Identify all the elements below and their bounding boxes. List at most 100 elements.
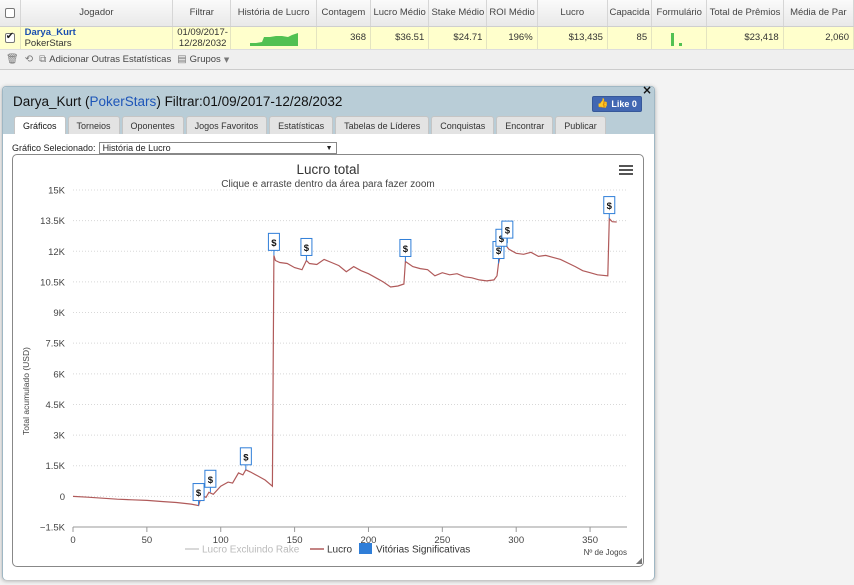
flag-label: $ <box>243 452 249 463</box>
y-tick-label: 12K <box>48 247 66 258</box>
facebook-like-label: Like 0 <box>611 99 637 109</box>
significant-win-flag: $ <box>501 220 514 244</box>
player-modal: Darya_Kurt (PokerStars) Filtrar:01/09/20… <box>2 83 655 580</box>
flag-box <box>267 232 280 251</box>
flag-box <box>603 196 616 215</box>
avg-profit-cell: $36.51 <box>370 26 430 49</box>
stats-panel: Jogador Filtrar História de Lucro Contag… <box>0 0 854 70</box>
flag-label: $ <box>499 234 505 245</box>
form-cell <box>651 26 708 49</box>
chart-container[interactable]: Lucro total Clique e arraste dentro da á… <box>12 154 644 567</box>
column-header[interactable]: Lucro Médio <box>370 0 430 27</box>
tab-estatisticas[interactable]: Estatísticas <box>269 116 334 134</box>
avg-roi-cell: 196% <box>486 26 538 49</box>
table-row[interactable]: Darya_Kurt PokerStars 01/09/2017- 12/28/… <box>0 26 854 49</box>
modal-title-site[interactable]: PokerStars <box>89 94 157 109</box>
external-link-icon: ⧉ <box>39 54 47 65</box>
chart-series <box>72 217 617 507</box>
legend-item-significant-wins[interactable]: Vitórias Significativas <box>359 543 470 556</box>
flag-label: $ <box>496 246 502 257</box>
column-header[interactable]: Stake Médio <box>428 0 488 27</box>
column-header[interactable]: Lucro <box>537 0 608 27</box>
player-site: PokerStars <box>24 37 72 49</box>
profit-chart[interactable]: Lucro total Clique e arraste dentro da á… <box>13 155 643 566</box>
tab-jogos-favoritos[interactable]: Jogos Favoritos <box>185 116 268 134</box>
flag-label: $ <box>196 488 202 499</box>
tab-conquistas[interactable]: Conquistas <box>431 116 495 134</box>
flag-box <box>204 469 217 488</box>
chart-selector-dropdown[interactable]: História de Lucro ▼ <box>98 142 337 154</box>
column-header[interactable]: Filtrar <box>172 0 232 27</box>
column-header[interactable]: Formulário <box>651 0 708 27</box>
trash-icon[interactable]: 🗑 <box>6 54 19 65</box>
column-header[interactable]: ROI Médio <box>486 0 538 27</box>
y-tick-label: 13.5K <box>40 216 65 227</box>
y-axis: −1.5K 0 1.5K 3K 4.5K 6K 7.5K 9K 10.5K 12K 13.5K 15K <box>40 186 66 534</box>
select-all-header[interactable] <box>0 0 21 27</box>
y-axis-title: Total acumulado (USD) <box>21 347 31 435</box>
select-all-checkbox[interactable] <box>4 7 15 18</box>
caret-down-icon: ▼ <box>223 55 230 64</box>
flag-box <box>192 483 205 502</box>
modal-tabs: Gráficos Torneios Oponentes Jogos Favori… <box>14 116 606 135</box>
y-tick-label: 6K <box>53 369 65 380</box>
add-stats-button[interactable]: ⧉ Adicionar Outras Estatísticas <box>39 54 171 65</box>
modal-header: Darya_Kurt (PokerStars) Filtrar:01/09/20… <box>3 83 654 135</box>
resize-grip-icon[interactable]: ◢ <box>635 556 642 565</box>
hamburger-menu-icon[interactable] <box>619 165 633 175</box>
player-name-link[interactable]: Darya_Kurt <box>24 26 76 38</box>
form-bar <box>679 42 683 46</box>
x-tick-label: 200 <box>361 535 377 546</box>
total-prizes-cell: $23,418 <box>706 26 784 49</box>
profit-line <box>72 217 617 507</box>
filter-cell: 01/09/2017- 12/28/2032 <box>172 26 232 49</box>
tab-graficos[interactable]: Gráficos <box>14 116 66 135</box>
significant-win-flag: $ <box>267 232 280 256</box>
chevron-down-icon: ▼ <box>325 144 333 152</box>
column-header[interactable]: Total de Prêmios <box>706 0 784 27</box>
avg-field-cell: 2,060 <box>783 26 854 49</box>
table-header-row: Jogador Filtrar História de Lucro Contag… <box>0 0 854 27</box>
profit-history-cell <box>230 26 317 49</box>
column-header[interactable]: Capacida <box>607 0 653 27</box>
x-tick-label: 0 <box>70 535 75 546</box>
x-tick-label: 150 <box>287 535 303 546</box>
tab-encontrar[interactable]: Encontrar <box>496 116 554 134</box>
row-checkbox[interactable] <box>4 31 15 43</box>
legend-item-profit[interactable]: Lucro <box>310 545 352 556</box>
x-tick-label: 100 <box>213 535 229 546</box>
groups-dropdown[interactable]: ▤ Grupos ▼ <box>177 54 229 65</box>
y-tick-label: 1.5K <box>45 461 65 472</box>
chart-grid <box>73 189 627 528</box>
form-bar <box>671 32 675 46</box>
chart-flags: $$$$ $ $ $$$$ <box>192 196 616 506</box>
facebook-like-button[interactable]: 👍 Like 0 <box>592 96 642 112</box>
column-header[interactable]: Jogador <box>20 0 174 27</box>
row-select-cell[interactable] <box>0 26 21 49</box>
modal-title-filter: Filtrar:01/09/2017-12/28/2032 <box>164 94 343 109</box>
tab-tabelas-de-lideres[interactable]: Tabelas de Líderes <box>335 116 430 134</box>
significant-win-flag: $ <box>204 469 217 493</box>
tab-oponentes[interactable]: Oponentes <box>121 116 184 134</box>
x-axis: 0 50 100 150 200 250 300 350 <box>70 526 627 546</box>
column-header[interactable]: Contagem <box>316 0 372 27</box>
x-tick-label: 50 <box>142 535 153 546</box>
legend-item-rake[interactable]: Lucro Excluindo Rake <box>185 545 300 556</box>
close-icon[interactable]: × <box>641 83 652 97</box>
add-stats-label: Adicionar Outras Estatísticas <box>49 54 172 65</box>
column-header[interactable]: História de Lucro <box>230 0 317 27</box>
modal-title: Darya_Kurt (PokerStars) Filtrar:01/09/20… <box>13 94 343 109</box>
column-header[interactable]: Média de Par <box>783 0 854 27</box>
groups-label: Grupos <box>189 54 221 65</box>
table-toolbar: 🗑 ⟲ ⧉ Adicionar Outras Estatísticas ▤ Gr… <box>0 49 854 69</box>
flag-box <box>300 237 313 256</box>
significant-win-flag: $ <box>399 238 412 262</box>
tab-torneios[interactable]: Torneios <box>67 116 120 134</box>
y-tick-label: 10.5K <box>40 277 65 288</box>
tab-publicar[interactable]: Publicar <box>555 116 606 134</box>
stats-table: Jogador Filtrar História de Lucro Contag… <box>0 0 854 49</box>
flag-label: $ <box>271 238 277 249</box>
refresh-icon[interactable]: ⟲ <box>24 54 34 65</box>
y-tick-label: −1.5K <box>40 523 66 534</box>
y-tick-label: 9K <box>53 308 65 319</box>
